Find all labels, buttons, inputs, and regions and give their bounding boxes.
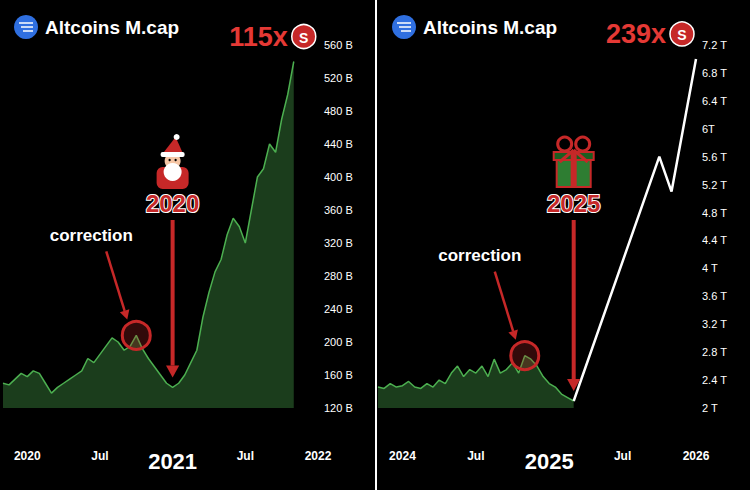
svg-text:2020: 2020 xyxy=(146,190,199,217)
svg-text:2026: 2026 xyxy=(683,449,710,463)
svg-text:4.8 T: 4.8 T xyxy=(702,207,727,219)
svg-text:S: S xyxy=(677,27,686,43)
svg-text:Altcoins M.cap: Altcoins M.cap xyxy=(45,17,179,38)
svg-text:2020: 2020 xyxy=(14,449,41,463)
svg-text:2024: 2024 xyxy=(389,449,416,463)
svg-text:Jul: Jul xyxy=(237,449,254,463)
svg-text:440 B: 440 B xyxy=(324,138,353,150)
svg-text:280 B: 280 B xyxy=(324,270,353,282)
svg-text:6.8 T: 6.8 T xyxy=(702,67,727,79)
svg-text:320 B: 320 B xyxy=(324,237,353,249)
svg-text:4.4 T: 4.4 T xyxy=(702,234,727,246)
svg-text:400 B: 400 B xyxy=(324,171,353,183)
svg-text:5.6 T: 5.6 T xyxy=(702,151,727,163)
svg-text:120 B: 120 B xyxy=(324,402,353,414)
svg-text:520 B: 520 B xyxy=(324,72,353,84)
svg-text:115x: 115x xyxy=(229,22,288,52)
svg-text:3.6 T: 3.6 T xyxy=(702,290,727,302)
svg-text:6T: 6T xyxy=(702,123,715,135)
svg-text:2.4 T: 2.4 T xyxy=(702,374,727,386)
svg-text:5.2 T: 5.2 T xyxy=(702,179,727,191)
svg-text:Jul: Jul xyxy=(91,449,108,463)
svg-text:360 B: 360 B xyxy=(324,204,353,216)
svg-text:2025: 2025 xyxy=(547,190,600,217)
svg-text:Jul: Jul xyxy=(467,449,484,463)
svg-text:2025: 2025 xyxy=(525,449,574,474)
svg-text:240 B: 240 B xyxy=(324,303,353,315)
svg-text:2022: 2022 xyxy=(305,449,332,463)
svg-text:3.2 T: 3.2 T xyxy=(702,318,727,330)
svg-text:7.2 T: 7.2 T xyxy=(702,39,727,51)
svg-text:2 T: 2 T xyxy=(702,402,718,414)
svg-text:560 B: 560 B xyxy=(324,39,353,51)
svg-text:S: S xyxy=(299,30,308,46)
svg-text:200 B: 200 B xyxy=(324,336,353,348)
svg-text:2.8 T: 2.8 T xyxy=(702,346,727,358)
svg-text:2021: 2021 xyxy=(148,449,197,474)
svg-text:239x: 239x xyxy=(606,19,666,49)
svg-text:correction: correction xyxy=(50,226,133,245)
svg-text:correction: correction xyxy=(438,246,521,265)
svg-text:480 B: 480 B xyxy=(324,105,353,117)
svg-text:6.4 T: 6.4 T xyxy=(702,95,727,107)
svg-text:Jul: Jul xyxy=(614,449,631,463)
svg-text:4 T: 4 T xyxy=(702,262,718,274)
svg-text:160 B: 160 B xyxy=(324,369,353,381)
svg-text:Altcoins M.cap: Altcoins M.cap xyxy=(423,17,557,38)
